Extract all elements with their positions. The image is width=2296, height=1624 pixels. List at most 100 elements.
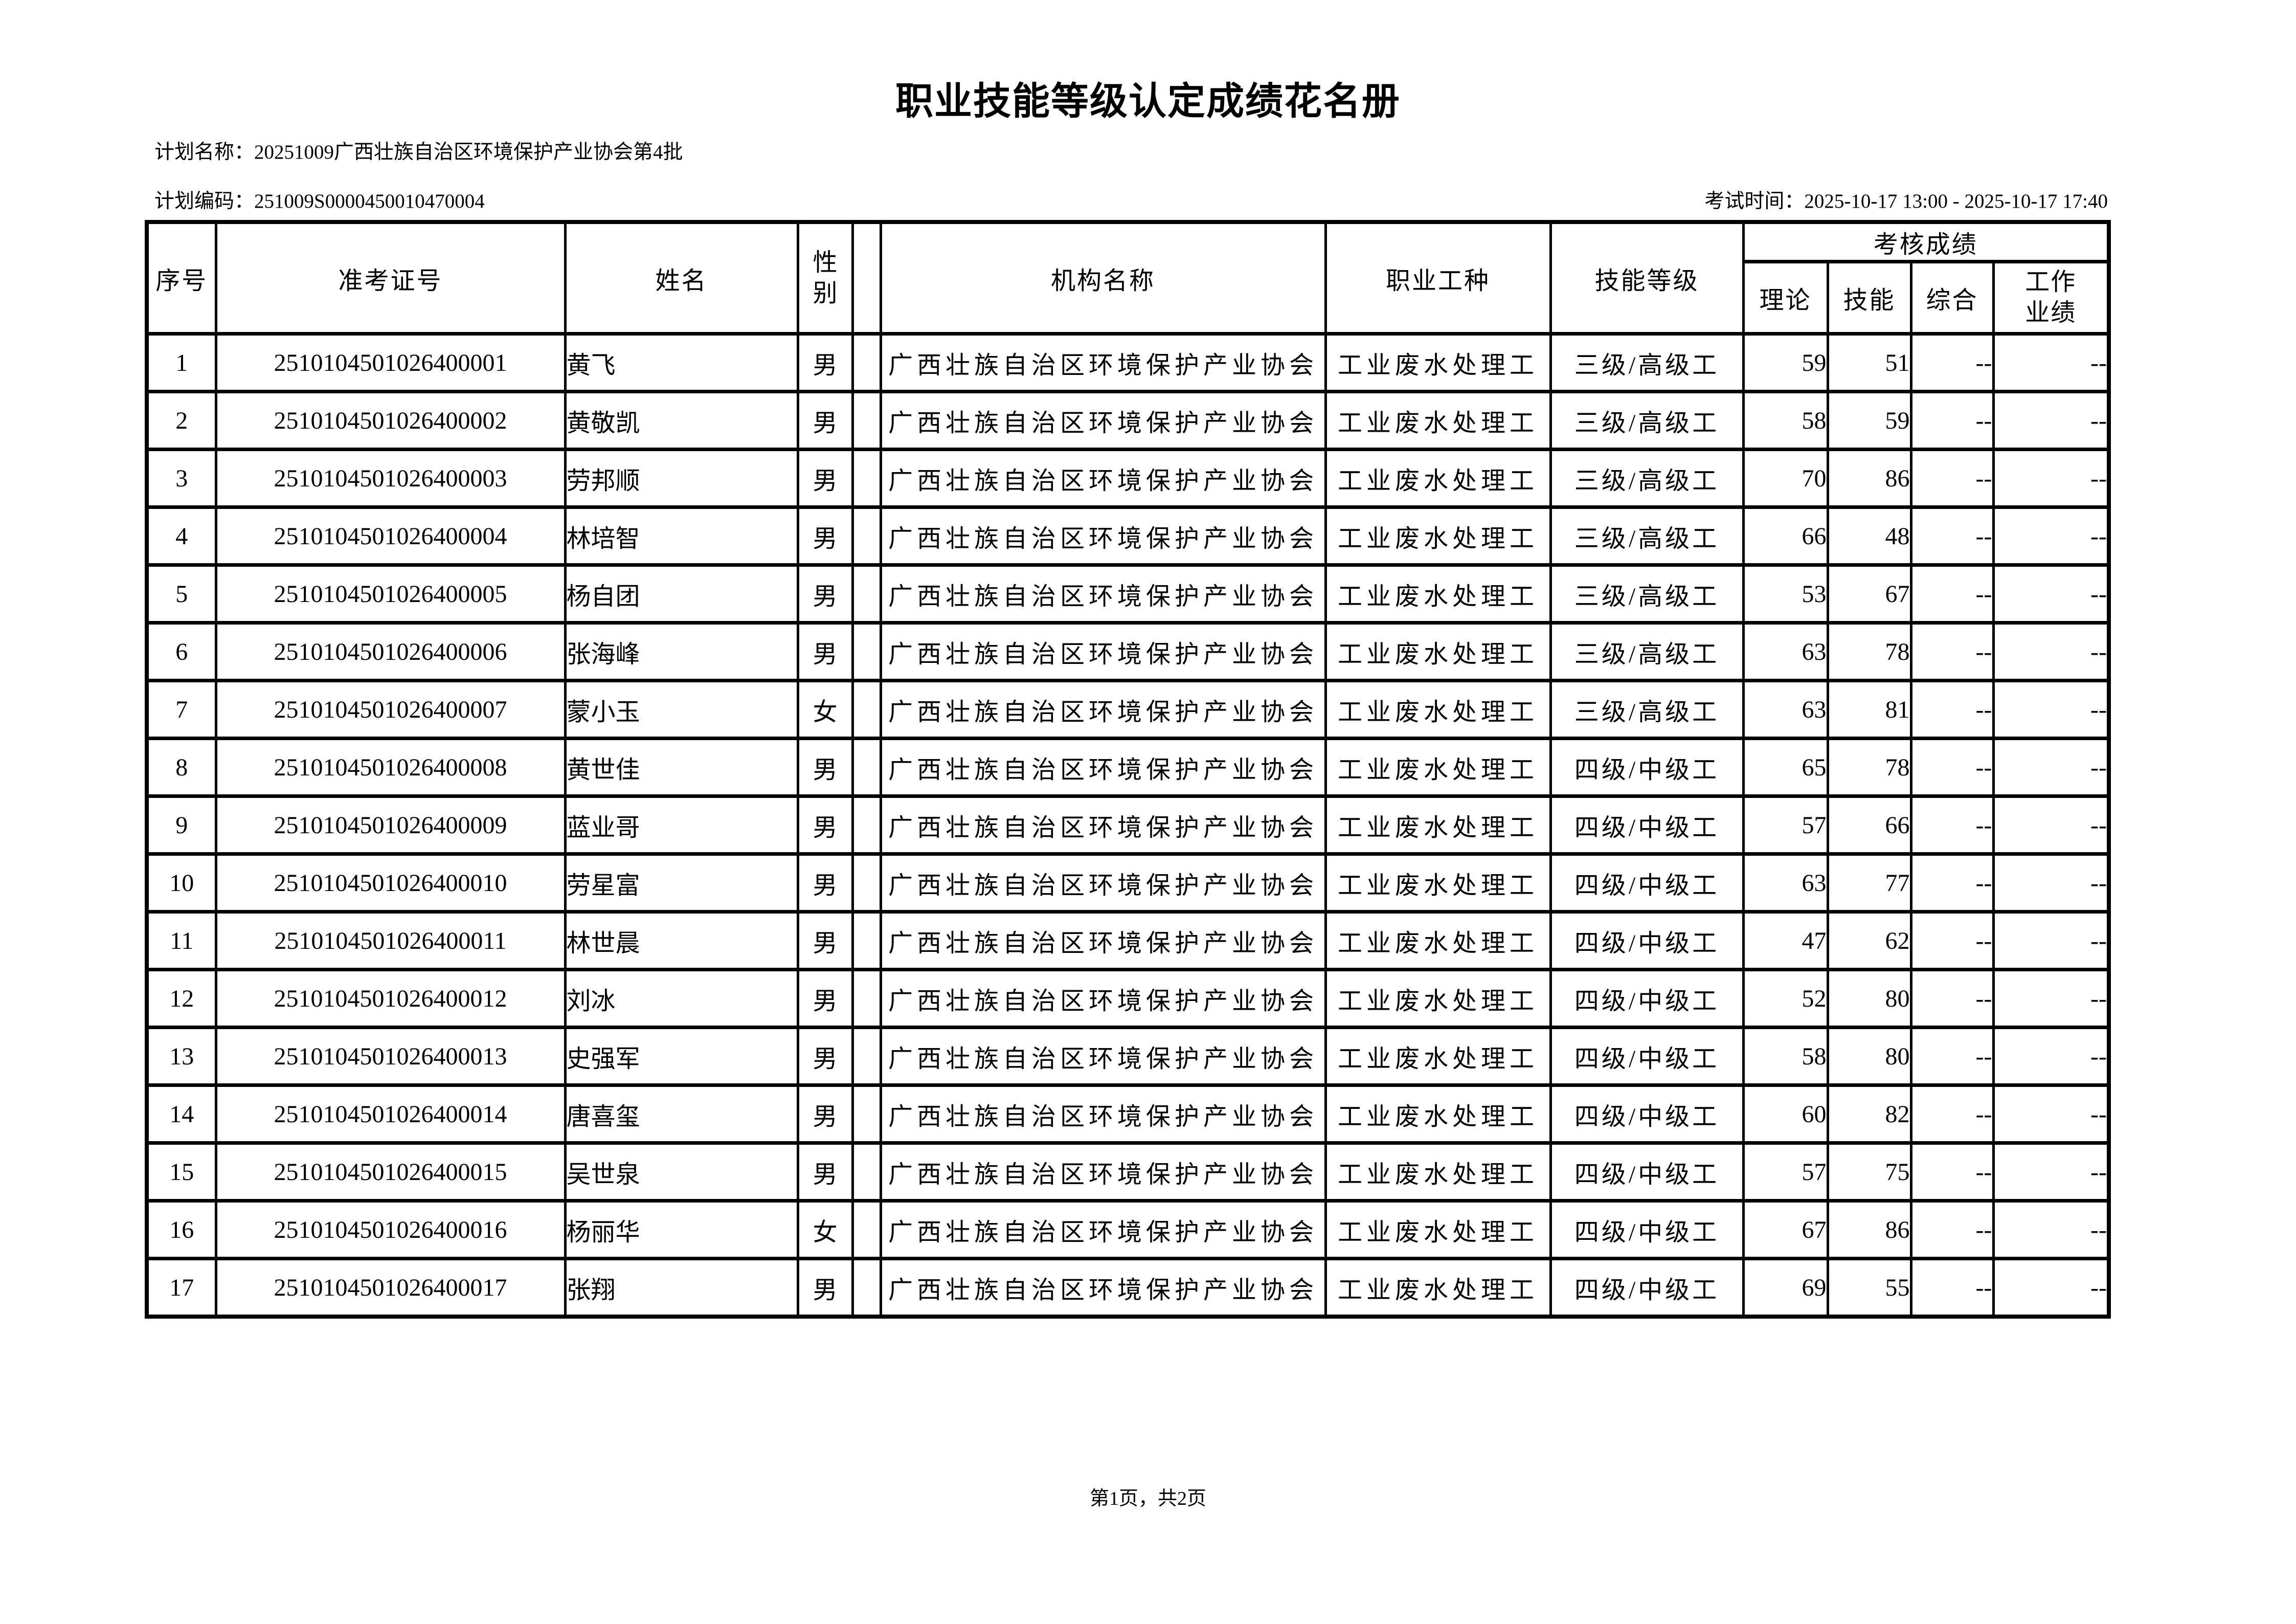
cell-occupation: 工业废水处理工 [1324,852,1552,914]
cell-work: -- [1992,852,2110,914]
cell-level: 三级/高级工 [1549,563,1745,625]
cell-theory: 57 [1742,1141,1829,1203]
cell-ticket: 2510104501026400009 [214,794,567,856]
cell-work: -- [1992,448,2110,509]
cell-theory: 53 [1742,563,1829,625]
cell-org: 广西壮族自治区环境保护产业协会 [879,332,1327,393]
cell-seq: 5 [145,563,217,625]
table-row: 7 2510104501026400007 蒙小玉 女 广西壮族自治区环境保护产… [145,679,2110,740]
cell-empty [851,794,882,856]
cell-name: 蒙小玉 [564,679,799,740]
cell-empty [851,390,882,451]
cell-occupation: 工业废水处理工 [1324,563,1552,625]
cell-gender: 男 [796,1141,854,1203]
cell-work: -- [1992,1199,2110,1260]
cell-level: 四级/中级工 [1549,1026,1745,1087]
cell-gender: 男 [796,505,854,567]
cell-org: 广西壮族自治区环境保护产业协会 [879,679,1327,740]
cell-gender: 男 [796,910,854,971]
cell-comprehensive: -- [1909,390,1995,451]
cell-ticket: 2510104501026400005 [214,563,567,625]
table-row: 6 2510104501026400006 张海峰 男 广西壮族自治区环境保护产… [145,621,2110,682]
cell-work: -- [1992,737,2110,798]
table-row: 2 2510104501026400002 黄敬凯 男 广西壮族自治区环境保护产… [145,390,2110,451]
cell-work: -- [1992,563,2110,625]
cell-ticket: 2510104501026400001 [214,332,567,393]
cell-theory: 63 [1742,679,1829,740]
cell-gender: 男 [796,1257,854,1319]
cell-ticket: 2510104501026400013 [214,1026,567,1087]
cell-theory: 63 [1742,621,1829,682]
cell-comprehensive: -- [1909,448,1995,509]
cell-occupation: 工业废水处理工 [1324,1257,1552,1319]
cell-occupation: 工业废水处理工 [1324,1199,1552,1260]
cell-ticket: 2510104501026400008 [214,737,567,798]
header-skill: 技能 [1826,260,1912,336]
cell-seq: 3 [145,448,217,509]
table-row: 11 2510104501026400011 林世晨 男 广西壮族自治区环境保护… [145,910,2110,971]
cell-skill: 78 [1826,737,1912,798]
cell-work: -- [1992,621,2110,682]
cell-ticket: 2510104501026400016 [214,1199,567,1260]
cell-org: 广西壮族自治区环境保护产业协会 [879,1257,1327,1319]
cell-org: 广西壮族自治区环境保护产业协会 [879,505,1327,567]
cell-occupation: 工业废水处理工 [1324,448,1552,509]
cell-name: 唐喜玺 [564,1083,799,1145]
plan-code-label: 计划编码： [154,190,255,212]
cell-ticket: 2510104501026400014 [214,1083,567,1145]
cell-empty [851,1026,882,1087]
cell-empty [851,1257,882,1319]
cell-gender: 男 [796,332,854,393]
cell-empty [851,1141,882,1203]
cell-theory: 58 [1742,390,1829,451]
cell-skill: 67 [1826,563,1912,625]
cell-skill: 82 [1826,1083,1912,1145]
cell-occupation: 工业废水处理工 [1324,1026,1552,1087]
cell-level: 三级/高级工 [1549,621,1745,682]
cell-work: -- [1992,1257,2110,1319]
cell-work: -- [1992,794,2110,856]
cell-level: 四级/中级工 [1549,1083,1745,1145]
cell-org: 广西壮族自治区环境保护产业协会 [879,621,1327,682]
page-footer: 第1页，共2页 [1089,1488,1206,1509]
cell-seq: 13 [145,1026,217,1087]
cell-name: 吴世泉 [564,1141,799,1203]
cell-ticket: 2510104501026400007 [214,679,567,740]
cell-org: 广西壮族自治区环境保护产业协会 [879,1141,1327,1203]
cell-occupation: 工业废水处理工 [1324,332,1552,393]
cell-org: 广西壮族自治区环境保护产业协会 [879,1199,1327,1260]
cell-skill: 62 [1826,910,1912,971]
cell-comprehensive: -- [1909,1083,1995,1145]
cell-skill: 78 [1826,621,1912,682]
cell-skill: 66 [1826,794,1912,856]
cell-name: 劳星富 [564,852,799,914]
cell-level: 四级/中级工 [1549,1199,1745,1260]
cell-empty [851,448,882,509]
cell-seq: 12 [145,968,217,1029]
cell-ticket: 2510104501026400015 [214,1141,567,1203]
cell-skill: 86 [1826,448,1912,509]
cell-comprehensive: -- [1909,1026,1995,1087]
cell-skill: 80 [1826,968,1912,1029]
cell-seq: 15 [145,1141,217,1203]
cell-seq: 16 [145,1199,217,1260]
cell-work: -- [1992,390,2110,451]
cell-work: -- [1992,1083,2110,1145]
plan-name-value: 20251009广西壮族自治区环境保护产业协会第4批 [254,141,683,163]
cell-comprehensive: -- [1909,1257,1995,1319]
cell-empty [851,852,882,914]
header-work: 工作业绩 [1992,260,2110,336]
cell-empty [851,505,882,567]
cell-gender: 女 [796,1199,854,1260]
header-theory: 理论 [1742,260,1829,336]
cell-skill: 81 [1826,679,1912,740]
table-row: 15 2510104501026400015 吴世泉 男 广西壮族自治区环境保护… [145,1141,2110,1203]
cell-occupation: 工业废水处理工 [1324,621,1552,682]
cell-level: 四级/中级工 [1549,794,1745,856]
page-title: 职业技能等级认定成绩花名册 [895,81,1401,123]
cell-level: 三级/高级工 [1549,332,1745,393]
cell-level: 四级/中级工 [1549,968,1745,1029]
cell-org: 广西壮族自治区环境保护产业协会 [879,448,1327,509]
table-header: 序号 准考证号 姓名 性别 机构名称 职业工种 技能等级 考核成绩 理论 技能 … [145,220,2110,336]
cell-gender: 男 [796,621,854,682]
